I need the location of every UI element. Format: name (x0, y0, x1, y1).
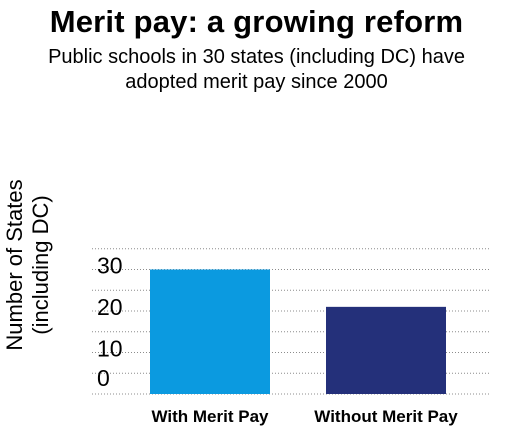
y-tick-label: 30 (97, 253, 123, 279)
y-tick-label: 20 (97, 294, 123, 320)
chart-subtitle: Public schools in 30 states (including D… (48, 46, 465, 93)
x-category-label: With Merit Pay (152, 407, 270, 426)
bar-without-merit-pay (326, 306, 446, 394)
x-category-label: Without Merit Pay (314, 407, 458, 426)
y-tick-label: 0 (97, 365, 110, 391)
y-tick-label: 10 (97, 336, 123, 362)
bar-with-merit-pay (150, 269, 270, 394)
chart-title: Merit pay: a growing reform (49, 4, 464, 39)
